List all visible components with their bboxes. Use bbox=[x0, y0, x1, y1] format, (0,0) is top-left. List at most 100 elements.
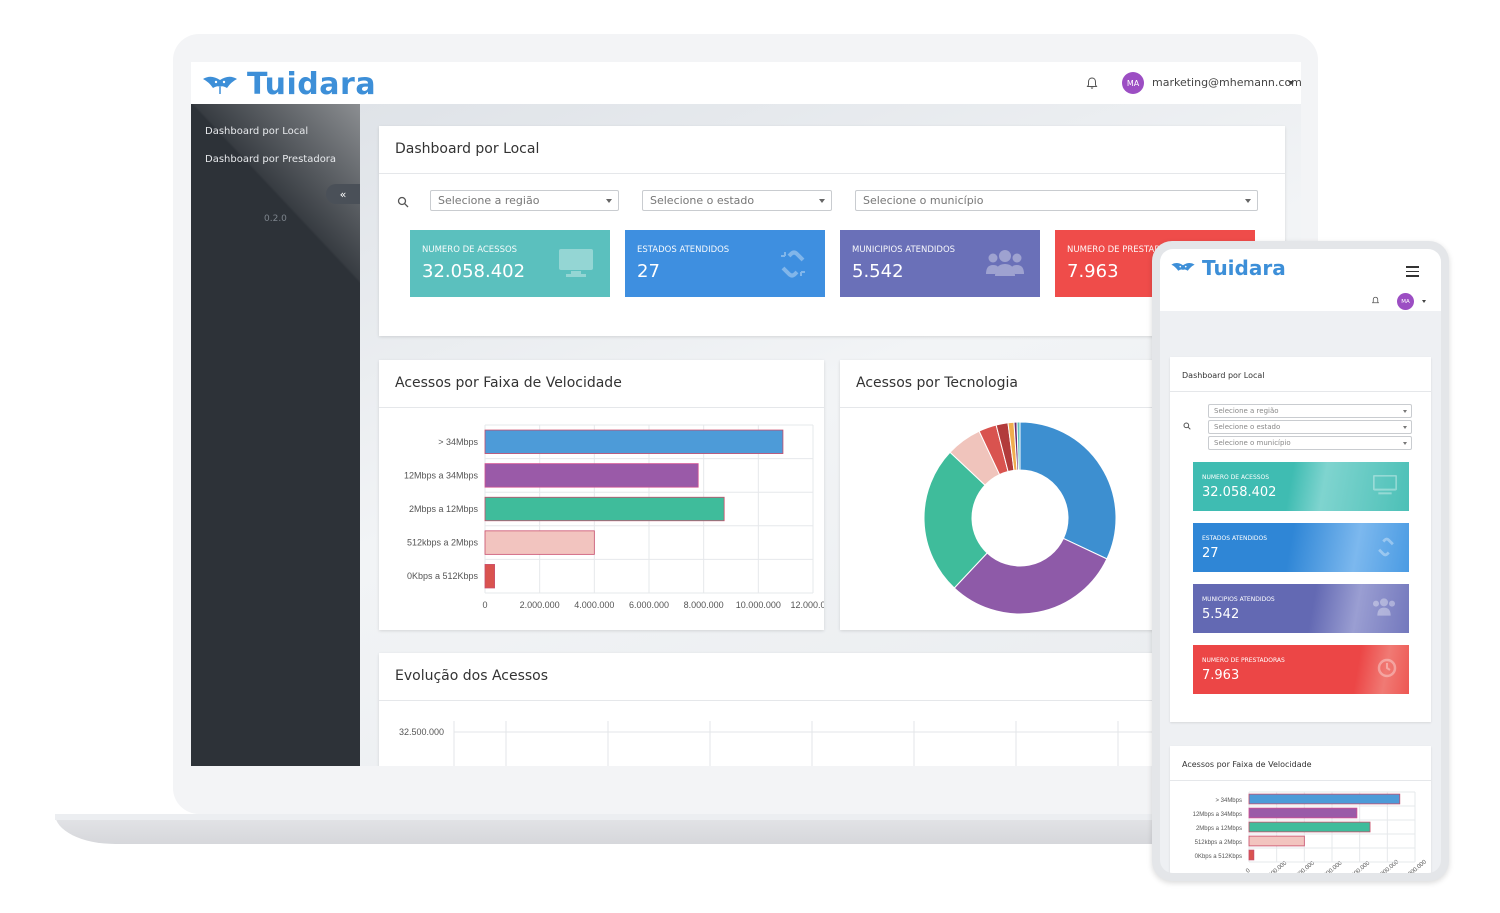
phone-speed-bar-chart: 0 2.000.000 4.000.000 6.000.000 8.000.000 10.… bbox=[1193, 791, 1428, 873]
bar[interactable] bbox=[1248, 821, 1371, 833]
speed-chart-panel: Acessos por Faixa de Velocidade 0 2.000.0… bbox=[379, 360, 824, 630]
phone-screen: Tuidara MA Dashboard por Local Selecione… bbox=[1160, 249, 1441, 873]
chevron-down-icon[interactable] bbox=[1288, 81, 1294, 85]
link-icon bbox=[1378, 537, 1394, 557]
chevron-down-icon bbox=[606, 199, 612, 203]
x-tick-label: 2.000.000 bbox=[520, 600, 560, 610]
users-icon bbox=[1373, 598, 1395, 616]
bar[interactable] bbox=[484, 496, 725, 522]
manta-logo-icon bbox=[1171, 263, 1195, 271]
bar[interactable] bbox=[1248, 835, 1305, 847]
state-select[interactable]: Selecione o estado bbox=[642, 190, 832, 211]
stat-label: NUMERO DE PRESTADORAS bbox=[1202, 657, 1285, 664]
monitor-icon bbox=[1373, 475, 1397, 495]
stat-value: 32.058.402 bbox=[1202, 485, 1277, 500]
link-icon bbox=[781, 250, 805, 278]
tech-donut-chart bbox=[923, 421, 1117, 615]
y-tick-label: > 34Mbps bbox=[438, 437, 478, 447]
hamburger-menu-icon[interactable] bbox=[1406, 266, 1419, 277]
sidebar: Dashboard por Local Dashboard por Presta… bbox=[191, 104, 360, 766]
stat-card-acessos: NUMERO DE ACESSOS 32.058.402 bbox=[410, 230, 610, 297]
stat-card-acessos: NUMERO DE ACESSOS 32.058.402 bbox=[1193, 462, 1409, 511]
stat-card-estados: ESTADOS ATENDIDOS 27 bbox=[625, 230, 825, 297]
users-icon bbox=[986, 250, 1024, 276]
region-select-placeholder: Selecione a região bbox=[1214, 407, 1279, 415]
chevron-down-icon bbox=[1403, 426, 1407, 429]
evolution-chart-title: Evolução dos Acessos bbox=[395, 668, 549, 684]
y-tick-label: 0Kbps a 512Kbps bbox=[407, 571, 479, 581]
monitor-icon bbox=[559, 249, 593, 277]
bar[interactable] bbox=[1248, 849, 1255, 861]
phone-speed-chart-panel: Acessos por Faixa de Velocidade 0 2.000.0… bbox=[1170, 746, 1431, 873]
bar[interactable] bbox=[484, 530, 595, 555]
stat-card-municipios: MUNICIPIOS ATENDIDOS 5.542 bbox=[840, 230, 1040, 297]
donut-slice[interactable] bbox=[1016, 421, 1021, 471]
phone-mockup: Tuidara MA Dashboard por Local Selecione… bbox=[1152, 241, 1449, 881]
app-version: 0.2.0 bbox=[264, 214, 287, 224]
y-tick-label: 2Mbps a 12Mbps bbox=[1196, 826, 1242, 832]
stat-value: 27 bbox=[1202, 546, 1219, 561]
bar[interactable] bbox=[484, 463, 699, 488]
divider bbox=[1170, 391, 1431, 392]
sidebar-collapse-button[interactable]: « bbox=[326, 184, 360, 204]
manta-logo-icon bbox=[203, 76, 237, 94]
laptop-screen: Tuidara MA marketing@mhemann.com.br Dash… bbox=[191, 62, 1301, 766]
chevron-down-icon bbox=[819, 199, 825, 203]
phone-brand-logo[interactable]: Tuidara bbox=[1170, 256, 1286, 280]
divider bbox=[379, 173, 1285, 174]
sidebar-item-dashboard-prestadora[interactable]: Dashboard por Prestadora bbox=[205, 154, 337, 165]
user-avatar[interactable]: MA bbox=[1122, 72, 1144, 94]
x-tick-label: 6.000.000 bbox=[629, 600, 669, 610]
bar[interactable] bbox=[484, 429, 784, 454]
chevron-down-icon[interactable] bbox=[1422, 300, 1426, 303]
region-select[interactable]: Selecione a região bbox=[430, 190, 619, 211]
y-tick-label: 12Mbps a 34Mbps bbox=[1193, 812, 1242, 818]
brand-name: Tuidara bbox=[247, 66, 377, 102]
x-tick-label: 0 bbox=[482, 600, 487, 610]
donut-slice[interactable] bbox=[1019, 421, 1117, 560]
city-select[interactable]: Selecione o município bbox=[1208, 436, 1412, 450]
city-select[interactable]: Selecione o município bbox=[855, 190, 1258, 211]
bell-icon[interactable] bbox=[1085, 76, 1099, 90]
state-select-placeholder: Selecione o estado bbox=[650, 194, 755, 207]
donut-slice[interactable] bbox=[953, 537, 1108, 615]
stat-label: NUMERO DE ACESSOS bbox=[422, 245, 518, 255]
bar[interactable] bbox=[1248, 807, 1358, 819]
x-tick-label: 0 bbox=[1245, 867, 1252, 873]
bar[interactable] bbox=[1248, 793, 1401, 805]
page-title: Dashboard por Local bbox=[1182, 371, 1265, 380]
page-title: Dashboard por Local bbox=[395, 141, 540, 157]
x-tick-label: 12.000.000 bbox=[790, 600, 824, 610]
chevron-down-icon bbox=[1245, 199, 1251, 203]
evolution-y-tick: 32.500.000 bbox=[399, 727, 444, 737]
user-email[interactable]: marketing@mhemann.com.br bbox=[1152, 76, 1301, 89]
stat-card-prestadoras: NUMERO DE PRESTADORAS 7.963 bbox=[1193, 645, 1409, 694]
stat-label: ESTADOS ATENDIDOS bbox=[1202, 535, 1268, 542]
speed-chart-title: Acessos por Faixa de Velocidade bbox=[1182, 760, 1312, 769]
donut-slice[interactable] bbox=[923, 451, 988, 589]
bar[interactable] bbox=[484, 564, 495, 589]
top-bar: Tuidara MA marketing@mhemann.com.br bbox=[191, 62, 1301, 104]
stat-card-estados: ESTADOS ATENDIDOS 27 bbox=[1193, 523, 1409, 572]
evolution-line-chart: 32.500.000 bbox=[399, 721, 1285, 766]
y-tick-label: > 34Mbps bbox=[1215, 798, 1242, 804]
y-tick-label: 512kbps a 2Mbps bbox=[1195, 840, 1242, 846]
search-icon bbox=[397, 196, 409, 208]
state-select-placeholder: Selecione o estado bbox=[1214, 423, 1281, 431]
stat-value: 32.058.402 bbox=[422, 261, 526, 282]
user-avatar[interactable]: MA bbox=[1397, 293, 1414, 310]
divider bbox=[840, 407, 1285, 408]
phone-top-bar: Tuidara MA bbox=[1160, 249, 1441, 311]
evolution-panel: Evolução dos Acessos 32.500.000 bbox=[379, 653, 1285, 766]
stat-value: 27 bbox=[637, 261, 660, 282]
divider bbox=[379, 407, 824, 408]
y-tick-label: 2Mbps a 12Mbps bbox=[409, 504, 479, 514]
stat-label: NUMERO DE ACESSOS bbox=[1202, 474, 1270, 481]
sidebar-item-dashboard-local[interactable]: Dashboard por Local bbox=[205, 126, 309, 137]
state-select[interactable]: Selecione o estado bbox=[1208, 420, 1412, 434]
region-select[interactable]: Selecione a região bbox=[1208, 404, 1412, 418]
speed-bar-chart: 0 2.000.000 4.000.000 6.000.000 8.000.000 10.… bbox=[404, 424, 824, 610]
clock-icon bbox=[1377, 658, 1397, 678]
brand-logo[interactable]: Tuidara bbox=[201, 66, 377, 102]
bell-icon[interactable] bbox=[1371, 296, 1380, 305]
